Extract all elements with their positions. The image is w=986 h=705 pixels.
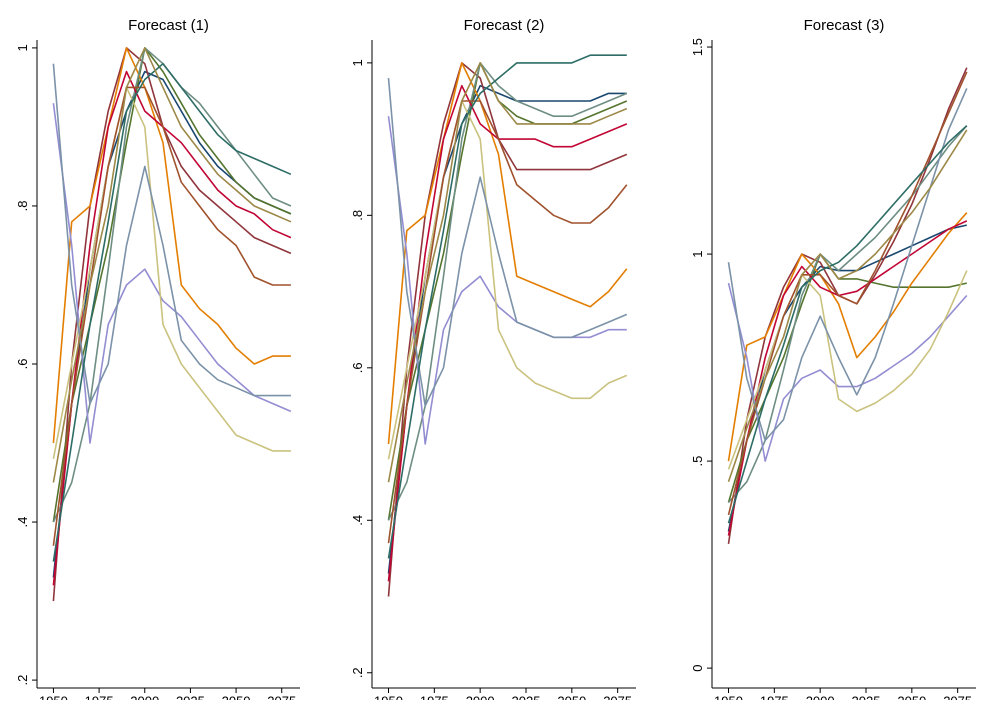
y-tick-label: 1 [15, 44, 30, 51]
series-line [52, 47, 292, 602]
series-line [727, 67, 968, 545]
x-tick-label: 2000 [806, 694, 835, 700]
x-tick-label: 1950 [374, 694, 403, 700]
x-tick-label: 2050 [557, 694, 586, 700]
y-tick-label: .6 [15, 359, 30, 370]
chart-title: Forecast (1) [128, 17, 209, 34]
x-tick-label: 1975 [760, 694, 789, 700]
y-tick-label: .8 [15, 201, 30, 212]
series-line [727, 224, 967, 532]
series-line [52, 70, 292, 586]
series-line [727, 253, 967, 503]
series-line [387, 84, 628, 582]
x-tick-label: 2000 [466, 694, 495, 700]
y-tick-label: .8 [350, 210, 365, 221]
series-line [727, 270, 968, 470]
series-line [52, 47, 291, 444]
x-tick-label: 2025 [852, 694, 881, 700]
x-tick-label: 1950 [714, 694, 743, 700]
chart-title: Forecast (2) [464, 17, 545, 34]
series-line [727, 88, 968, 442]
x-tick-label: 2000 [130, 694, 159, 700]
series-line [387, 116, 627, 445]
y-tick-label: 1.5 [690, 38, 705, 56]
series-line [727, 282, 968, 462]
series-line [52, 86, 291, 546]
series-line [52, 47, 292, 523]
y-tick-label: 1 [690, 250, 705, 257]
series-line [387, 54, 627, 559]
x-tick-label: 1975 [85, 694, 114, 700]
y-tick-label: .2 [350, 667, 365, 678]
y-tick-label: 0 [690, 665, 705, 672]
x-tick-label: 2050 [897, 694, 926, 700]
series-line [727, 220, 968, 536]
x-tick-label: 2075 [943, 694, 972, 700]
series-line [727, 129, 968, 483]
x-tick-label: 1975 [420, 694, 449, 700]
x-tick-label: 2075 [267, 694, 296, 700]
y-tick-label: .4 [15, 517, 30, 528]
series-line [387, 78, 628, 407]
series-line [52, 47, 292, 523]
series-line [52, 47, 292, 483]
series-line [727, 71, 968, 516]
series-line [727, 125, 968, 524]
series-line [387, 62, 628, 445]
series-line [52, 103, 292, 444]
series-line [727, 125, 968, 504]
series-line [387, 100, 628, 544]
x-tick-label: 2075 [603, 694, 632, 700]
y-tick-label: .4 [350, 515, 365, 526]
y-tick-label: 1 [350, 59, 365, 66]
x-tick-label: 2025 [512, 694, 541, 700]
chart-title: Forecast (3) [804, 17, 885, 34]
series-line [387, 100, 628, 460]
series-line [727, 212, 968, 462]
x-tick-label: 2050 [222, 694, 251, 700]
x-tick-label: 2025 [176, 694, 205, 700]
series-line [387, 62, 628, 521]
series-line [52, 86, 291, 459]
y-tick-label: .6 [350, 362, 365, 373]
series-line [52, 63, 291, 405]
series-line [387, 62, 628, 483]
y-tick-label: .2 [15, 675, 30, 686]
y-tick-label: .5 [690, 456, 705, 467]
series-line [52, 62, 292, 562]
x-tick-label: 1950 [39, 694, 68, 700]
series-line [387, 62, 628, 521]
